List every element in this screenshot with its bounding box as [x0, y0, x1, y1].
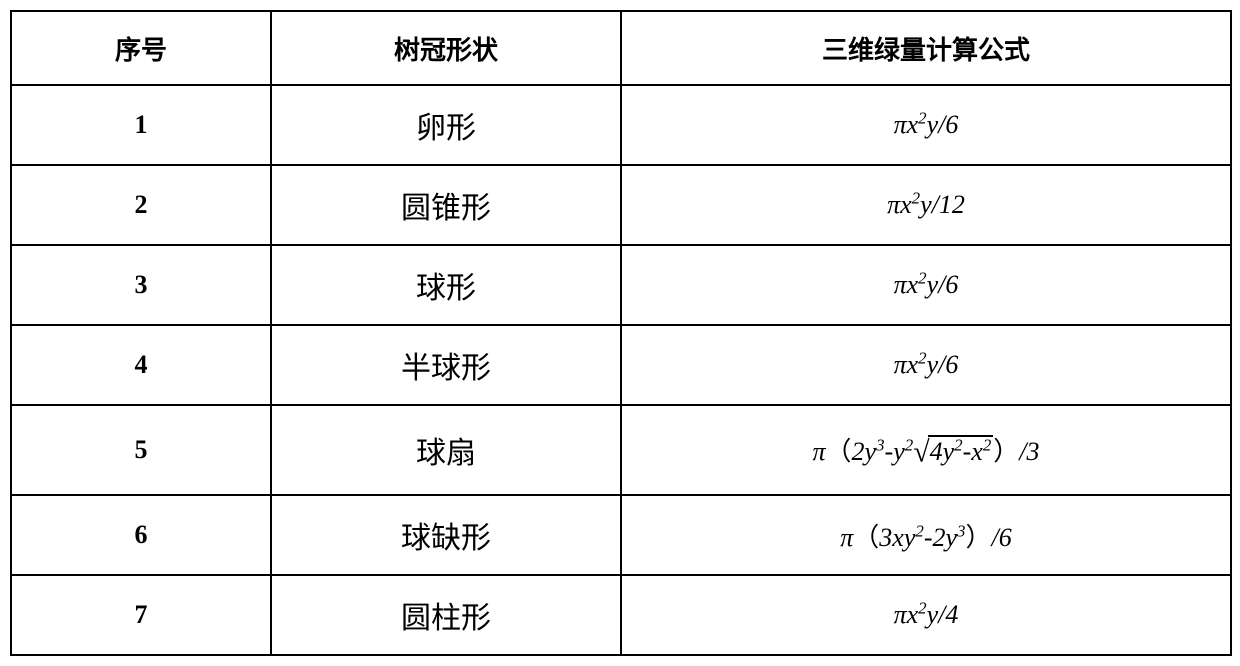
formula-var: 2y	[933, 523, 958, 552]
formula-var: x	[900, 190, 912, 219]
sqrt-expression: √4y2-x2	[913, 435, 993, 469]
formula-cell: πx2y/12	[621, 165, 1231, 245]
sqrt-body: 4y2-x2	[928, 435, 994, 467]
formula-cell: πx2y/6	[621, 85, 1231, 165]
seq-cell: 7	[11, 575, 271, 655]
seq-cell: 2	[11, 165, 271, 245]
formula-tail: y/4	[927, 600, 959, 629]
formula-sup: 2	[918, 268, 926, 287]
table-row: 2 圆锥形 πx2y/12	[11, 165, 1231, 245]
formula-sup: 2	[918, 348, 926, 367]
shape-cell: 卵形	[271, 85, 621, 165]
shape-cell: 球形	[271, 245, 621, 325]
pi-symbol: π	[894, 270, 907, 299]
shape-cell: 半球形	[271, 325, 621, 405]
formula-sup: 2	[954, 435, 962, 454]
formula-sup: 3	[957, 521, 965, 540]
seq-cell: 5	[11, 405, 271, 495]
formula-sup: 2	[915, 521, 923, 540]
formula-var: 3xy	[879, 523, 915, 552]
formula-var: x	[907, 110, 919, 139]
formula-sup: 2	[905, 435, 913, 454]
formula-var: x	[907, 270, 919, 299]
header-formula: 三维绿量计算公式	[621, 11, 1231, 85]
header-seq: 序号	[11, 11, 271, 85]
formula-var: y	[893, 437, 905, 466]
seq-cell: 4	[11, 325, 271, 405]
formula-var: x	[971, 437, 983, 466]
shape-cell: 球扇	[271, 405, 621, 495]
pi-symbol: π	[812, 437, 825, 466]
crown-formula-table: 序号 树冠形状 三维绿量计算公式 1 卵形 πx2y/6 2 圆锥形 πx2y/…	[10, 10, 1232, 656]
minus-sign: -	[924, 523, 933, 552]
formula-var: 2y	[852, 437, 877, 466]
formula-tail: /3	[1019, 437, 1039, 466]
formula-sup: 2	[912, 188, 920, 207]
shape-cell: 球缺形	[271, 495, 621, 575]
formula-cell: πx2y/6	[621, 245, 1231, 325]
paren-open: （	[826, 437, 852, 466]
table-header-row: 序号 树冠形状 三维绿量计算公式	[11, 11, 1231, 85]
pi-symbol: π	[894, 110, 907, 139]
minus-sign: -	[885, 437, 894, 466]
pi-symbol: π	[894, 600, 907, 629]
formula-sup: 2	[983, 435, 991, 454]
seq-cell: 1	[11, 85, 271, 165]
pi-symbol: π	[840, 523, 853, 552]
formula-sup: 2	[918, 598, 926, 617]
table-row: 6 球缺形 π（3xy2-2y3）/6	[11, 495, 1231, 575]
shape-cell: 圆锥形	[271, 165, 621, 245]
paren-close: ）	[966, 523, 992, 552]
table-row: 5 球扇 π（2y3-y2√4y2-x2）/3	[11, 405, 1231, 495]
formula-sup: 2	[918, 108, 926, 127]
formula-sup: 3	[876, 435, 884, 454]
formula-tail: y/6	[927, 110, 959, 139]
table-row: 7 圆柱形 πx2y/4	[11, 575, 1231, 655]
seq-cell: 6	[11, 495, 271, 575]
header-shape: 树冠形状	[271, 11, 621, 85]
pi-symbol: π	[887, 190, 900, 219]
table-row: 3 球形 πx2y/6	[11, 245, 1231, 325]
formula-tail: y/12	[920, 190, 965, 219]
minus-sign: -	[963, 437, 972, 466]
paren-open: （	[853, 523, 879, 552]
formula-tail: /6	[992, 523, 1012, 552]
formula-cell: π（2y3-y2√4y2-x2）/3	[621, 405, 1231, 495]
shape-cell: 圆柱形	[271, 575, 621, 655]
table-row: 4 半球形 πx2y/6	[11, 325, 1231, 405]
seq-cell: 3	[11, 245, 271, 325]
formula-var: 4y	[930, 437, 955, 466]
pi-symbol: π	[894, 350, 907, 379]
table-row: 1 卵形 πx2y/6	[11, 85, 1231, 165]
formula-cell: π（3xy2-2y3）/6	[621, 495, 1231, 575]
formula-var: x	[907, 350, 919, 379]
paren-close: ）	[993, 437, 1019, 466]
formula-tail: y/6	[927, 270, 959, 299]
formula-cell: πx2y/6	[621, 325, 1231, 405]
formula-var: x	[907, 600, 919, 629]
formula-cell: πx2y/4	[621, 575, 1231, 655]
formula-tail: y/6	[927, 350, 959, 379]
